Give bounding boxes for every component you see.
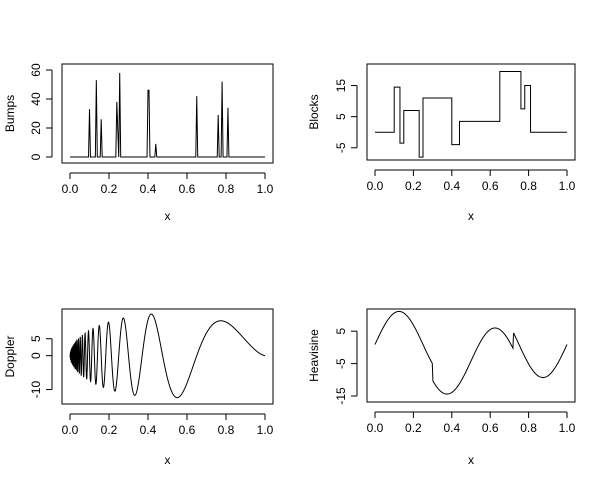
y-tick-label-bumps: 60 bbox=[29, 63, 43, 77]
x-tick-label-doppler: 0.6 bbox=[179, 423, 196, 437]
x-tick-label-bumps: 1.0 bbox=[257, 182, 274, 196]
x-tick-label-blocks: 1.0 bbox=[559, 179, 576, 193]
y-axis-title-bumps: Bumps bbox=[3, 95, 17, 132]
x-tick-label-bumps: 0.6 bbox=[179, 182, 196, 196]
y-tick-label-heavisine: 5 bbox=[334, 328, 348, 335]
x-tick-label-doppler: 0.4 bbox=[140, 423, 157, 437]
x-tick-label-bumps: 0.8 bbox=[218, 182, 235, 196]
plot-frame-doppler bbox=[61, 308, 274, 405]
y-tick-label-bumps: 0 bbox=[29, 153, 43, 160]
x-tick-label-heavisine: 0.6 bbox=[482, 421, 499, 435]
y-axis-title-blocks: Blocks bbox=[307, 94, 321, 129]
panel-blocks: 0.0 0.2 0.4 0.6 0.8 1.0 -5 5 15 x Blocks bbox=[307, 63, 576, 223]
panel-doppler: 0.0 0.2 0.4 0.6 0.8 1.0 -10 0 5 x Doppler bbox=[3, 308, 274, 467]
series-line-doppler bbox=[69, 313, 265, 399]
x-tick-label-heavisine: 0.8 bbox=[520, 421, 537, 435]
x-tick-label-doppler: 0.8 bbox=[218, 423, 235, 437]
x-tick-label-bumps: 0.2 bbox=[101, 182, 118, 196]
x-tick-label-blocks: 0.2 bbox=[405, 179, 422, 193]
x-tick-label-heavisine: 1.0 bbox=[559, 421, 576, 435]
x-tick-label-bumps: 0.0 bbox=[62, 182, 79, 196]
y-tick-label-blocks: 15 bbox=[334, 79, 348, 93]
x-tick-label-blocks: 0.6 bbox=[482, 179, 499, 193]
x-tick-label-heavisine: 0.2 bbox=[405, 421, 422, 435]
x-tick-label-blocks: 0.0 bbox=[367, 179, 384, 193]
plot-frame-heavisine bbox=[366, 308, 576, 403]
series-line-heavisine bbox=[374, 310, 568, 395]
x-tick-label-heavisine: 0.4 bbox=[443, 421, 460, 435]
x-axis-title-blocks: x bbox=[468, 209, 474, 223]
y-tick-label-doppler: -10 bbox=[29, 381, 43, 399]
x-tick-label-doppler: 1.0 bbox=[257, 423, 274, 437]
x-tick-label-bumps: 0.4 bbox=[140, 182, 157, 196]
y-axis-title-heavisine: Heavisine bbox=[307, 329, 321, 382]
y-tick-label-blocks: -5 bbox=[334, 142, 348, 153]
x-tick-label-heavisine: 0.0 bbox=[367, 421, 384, 435]
y-tick-label-bumps: 20 bbox=[29, 121, 43, 135]
y-tick-label-heavisine: -5 bbox=[334, 358, 348, 369]
y-tick-label-doppler: 0 bbox=[29, 352, 43, 359]
y-tick-label-blocks: 5 bbox=[334, 113, 348, 120]
y-tick-label-heavisine: -15 bbox=[334, 387, 348, 405]
x-tick-label-doppler: 0.2 bbox=[101, 423, 118, 437]
x-tick-label-blocks: 0.4 bbox=[443, 179, 460, 193]
y-tick-label-doppler: 5 bbox=[29, 335, 43, 342]
plot-frame-blocks bbox=[366, 63, 576, 161]
x-axis-title-bumps: x bbox=[165, 209, 171, 223]
x-tick-label-doppler: 0.0 bbox=[62, 423, 79, 437]
x-tick-label-blocks: 0.8 bbox=[520, 179, 537, 193]
x-axis-title-doppler: x bbox=[165, 453, 171, 467]
plot-frame-bumps bbox=[61, 63, 274, 164]
y-axis-title-doppler: Doppler bbox=[3, 335, 17, 377]
series-line-bumps bbox=[70, 72, 265, 158]
panel-bumps: 0.0 0.2 0.4 0.6 0.8 1.0 0 20 40 60 x Bumps bbox=[3, 63, 274, 223]
series-line-blocks bbox=[375, 71, 567, 158]
x-axis-title-heavisine: x bbox=[468, 453, 474, 467]
panel-heavisine: 0.0 0.2 0.4 0.6 0.8 1.0 -15 -5 5 x Heavisine bbox=[307, 308, 576, 467]
y-tick-label-bumps: 40 bbox=[29, 92, 43, 106]
